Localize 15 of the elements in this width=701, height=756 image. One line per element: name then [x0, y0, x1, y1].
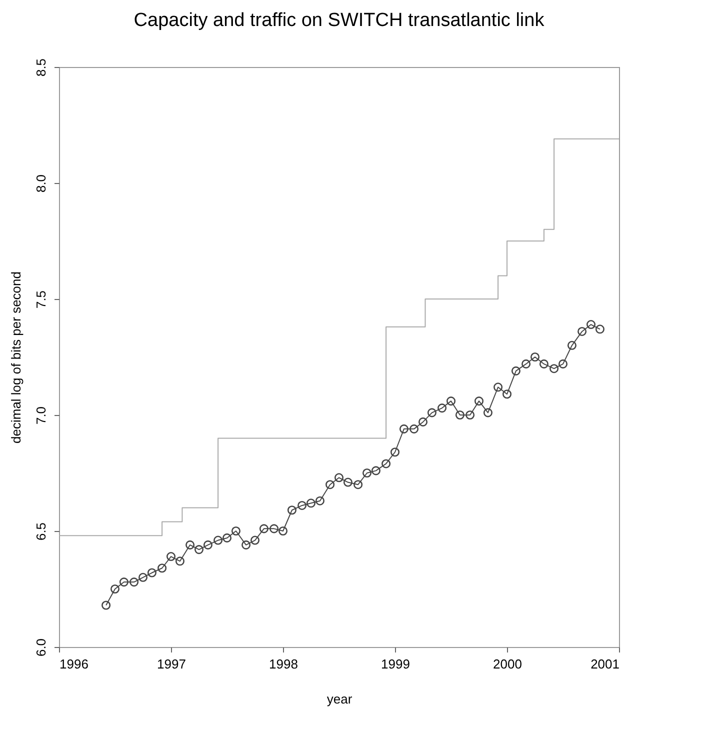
chart-title: Capacity and traffic on SWITCH transatlantic link	[134, 10, 545, 31]
x-tick-label: 2000	[493, 656, 522, 672]
x-tick-label: 1999	[381, 656, 410, 672]
x-tick-label: 1998	[269, 656, 298, 672]
y-tick-label: 7.0	[34, 406, 48, 425]
y-tick-label: 8.5	[34, 58, 48, 77]
x-tick-label: 1996	[60, 656, 88, 672]
x-tick-label: 1997	[157, 656, 186, 672]
y-tick-label: 6.5	[34, 522, 48, 541]
y-axis-title: decimal log of bits per second	[8, 272, 24, 444]
x-tick-label: 2001	[590, 656, 620, 672]
y-tick-label: 6.0	[34, 638, 48, 657]
y-tick-label: 7.5	[34, 290, 48, 309]
y-tick-label: 8.0	[34, 174, 48, 193]
x-axis-title: year	[326, 692, 353, 706]
